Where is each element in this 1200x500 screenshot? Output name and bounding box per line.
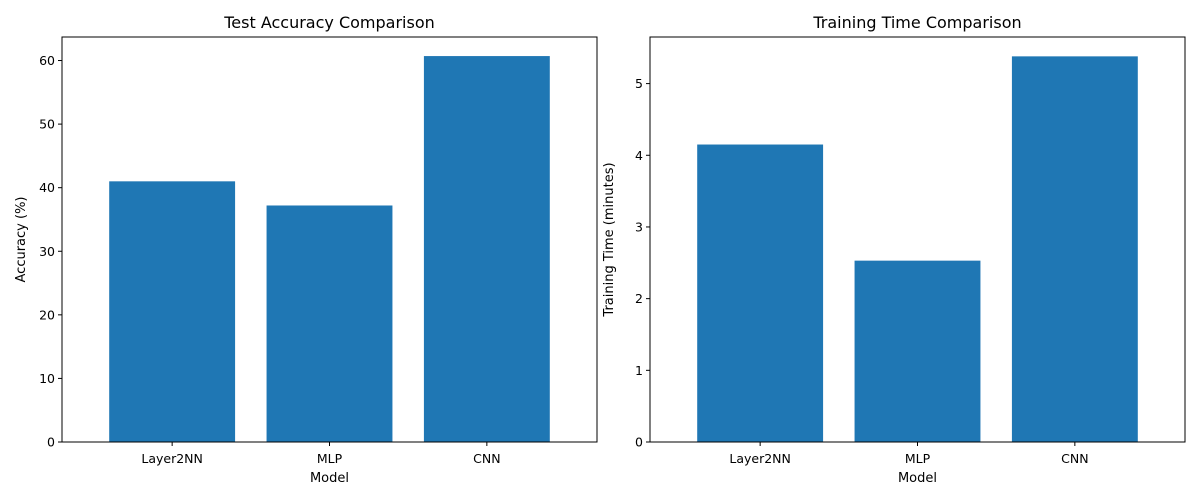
y-tick-label: 0 bbox=[47, 435, 55, 450]
y-tick-label: 3 bbox=[635, 219, 643, 234]
bar-mlp bbox=[854, 260, 981, 442]
bar-layer2nn bbox=[697, 144, 824, 442]
chart-test-accuracy: Test Accuracy Comparison Model Accuracy … bbox=[14, 13, 598, 486]
bar-cnn bbox=[423, 56, 550, 442]
x-tick-label: Layer2NN bbox=[141, 451, 203, 466]
y-tick-label: 2 bbox=[635, 291, 643, 306]
y-tick-label: 40 bbox=[39, 180, 55, 195]
y-tick-label: 0 bbox=[635, 435, 643, 450]
bar-mlp bbox=[266, 205, 393, 442]
y-tick-label: 50 bbox=[39, 117, 55, 132]
y-tick-label: 60 bbox=[39, 53, 55, 68]
x-tick-label: CNN bbox=[473, 451, 500, 466]
chart-training-time: Training Time Comparison Model Training … bbox=[602, 13, 1186, 486]
x-axis-label: Model bbox=[310, 471, 349, 486]
x-tick-label: MLP bbox=[905, 451, 931, 466]
x-tick-label: MLP bbox=[317, 451, 343, 466]
y-axis-label: Accuracy (%) bbox=[14, 197, 29, 283]
y-tick-label: 1 bbox=[635, 363, 643, 378]
x-axis-label: Model bbox=[898, 471, 937, 486]
bar-cnn bbox=[1011, 56, 1138, 443]
y-tick-label: 4 bbox=[635, 148, 643, 163]
y-axis-label: Training Time (minutes) bbox=[602, 162, 617, 317]
y-tick-label: 20 bbox=[39, 307, 55, 322]
x-tick-label: CNN bbox=[1061, 451, 1088, 466]
y-tick-label: 30 bbox=[39, 244, 55, 259]
y-tick-label: 5 bbox=[635, 76, 643, 91]
chart-title: Test Accuracy Comparison bbox=[223, 13, 435, 32]
bar-layer2nn bbox=[109, 181, 236, 443]
y-tick-label: 10 bbox=[39, 371, 55, 386]
x-tick-label: Layer2NN bbox=[729, 451, 791, 466]
chart-title: Training Time Comparison bbox=[812, 13, 1021, 32]
